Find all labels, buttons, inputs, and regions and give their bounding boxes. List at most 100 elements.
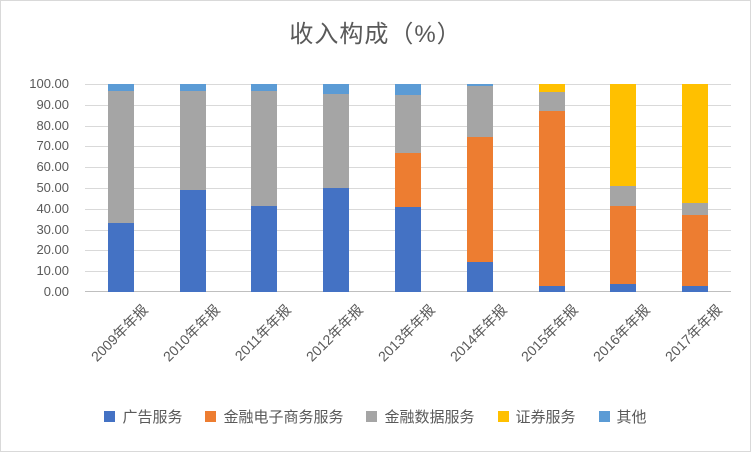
bar-column-2012 — [300, 84, 372, 292]
bar-2015-ad-services — [538, 285, 565, 292]
bar-2010-ad-services — [179, 190, 206, 292]
x-cell: 2013年年报 — [372, 295, 444, 383]
bar-2009 — [107, 84, 134, 292]
legend-swatch-other — [598, 410, 610, 422]
x-axis-label-2011: 2011年年报 — [231, 301, 295, 364]
bar-2015-financial-ecommerce-services — [538, 111, 565, 286]
y-tick-label: 60.00 — [36, 159, 69, 175]
legend-swatch-securities-services — [497, 410, 509, 422]
bar-2012-ad-services — [323, 188, 350, 292]
legend-label-other: 其他 — [616, 408, 647, 426]
bar-series-area — [85, 84, 731, 292]
bar-2010-other — [179, 84, 206, 92]
x-cell: 2010年年报 — [157, 295, 229, 383]
bar-2009-ad-services — [107, 223, 134, 292]
bar-2009-other — [107, 84, 134, 92]
x-axis-label-2016: 2016年年报 — [590, 301, 654, 365]
bar-2014-ad-services — [466, 261, 493, 292]
x-cell: 2014年年报 — [444, 295, 516, 383]
bar-2012 — [323, 84, 350, 292]
legend-label-financial-ecommerce-services: 金融电子商务服务 — [223, 408, 344, 426]
y-axis-labels: 0.00 10.00 20.00 30.00 40.00 50.00 60.00 70.00 8… — [1, 76, 75, 299]
x-axis-label-2013: 2013年年报 — [374, 301, 438, 365]
bar-column-2014 — [444, 84, 516, 292]
bar-2011-financial-data-services — [251, 91, 278, 206]
bar-2011-ad-services — [251, 205, 278, 292]
legend-item-ad-services: 广告服务 — [104, 406, 182, 427]
bar-2017-financial-ecommerce-services — [682, 215, 709, 286]
x-cell: 2017年年报 — [659, 295, 731, 383]
x-cell: 2016年年报 — [587, 295, 659, 383]
bar-2015-financial-data-services — [538, 92, 565, 112]
bar-2013 — [395, 84, 422, 292]
bar-2015 — [538, 84, 565, 292]
bar-2016 — [610, 84, 637, 292]
bar-column-2016 — [587, 84, 659, 292]
y-tick-label: 40.00 — [36, 200, 69, 216]
x-cell: 2012年年报 — [300, 295, 372, 383]
legend-label-securities-services: 证券服务 — [515, 408, 576, 426]
bar-2011-other — [251, 84, 278, 92]
y-tick-label: 90.00 — [36, 96, 69, 112]
bar-2010 — [179, 84, 206, 292]
legend-item-securities-services: 证券服务 — [497, 406, 576, 427]
bar-2012-financial-data-services — [323, 94, 350, 188]
y-tick-label: 100.00 — [29, 76, 69, 91]
bar-2011 — [251, 84, 278, 292]
legend-item-other: 其他 — [598, 406, 647, 427]
y-tick-label: 80.00 — [36, 117, 69, 133]
y-tick-label: 30.00 — [36, 221, 69, 237]
legend-label-ad-services: 广告服务 — [122, 408, 183, 426]
legend-item-financial-ecommerce-services: 金融电子商务服务 — [205, 406, 343, 427]
bar-2014 — [466, 84, 493, 292]
bar-2016-ad-services — [610, 283, 637, 292]
y-tick-label: 10.00 — [36, 263, 69, 279]
bar-2016-financial-ecommerce-services — [610, 205, 637, 284]
x-axis-label-2010: 2010年年报 — [159, 301, 223, 365]
x-axis-label-2017: 2017年年报 — [661, 301, 725, 365]
x-cell: 2011年年报 — [229, 295, 301, 383]
legend-swatch-financial-ecommerce-services — [205, 410, 217, 422]
bar-2014-financial-data-services — [466, 86, 493, 138]
legend-swatch-ad-services — [104, 410, 116, 422]
bar-2017 — [682, 84, 709, 292]
bar-2016-financial-data-services — [610, 185, 637, 206]
plot-area — [85, 84, 731, 292]
bar-column-2015 — [516, 84, 588, 292]
bar-2017-financial-data-services — [682, 202, 709, 216]
legend-label-financial-data-services: 金融数据服务 — [384, 408, 475, 426]
legend-swatch-financial-data-services — [366, 410, 378, 422]
bar-column-2013 — [372, 84, 444, 292]
chart-title: 收入构成（%） — [289, 21, 462, 48]
legend-item-financial-data-services: 金融数据服务 — [366, 406, 475, 427]
bar-2013-ad-services — [395, 206, 422, 292]
bar-2016-securities-services — [610, 84, 637, 186]
bar-2012-other — [323, 84, 350, 95]
bar-2014-other — [466, 84, 493, 87]
x-axis-labels: 2009年年报 2010年年报 2011年年报 2012年年报 2013年年报 2014年… — [85, 295, 731, 383]
x-axis-label-2015: 2015年年报 — [518, 301, 582, 365]
bar-2017-securities-services — [682, 84, 709, 203]
x-cell: 2015年年报 — [516, 295, 588, 383]
y-tick-label: 70.00 — [36, 138, 69, 154]
x-axis-label-2012: 2012年年报 — [302, 301, 366, 365]
bar-2013-financial-ecommerce-services — [395, 152, 422, 207]
bar-2013-other — [395, 84, 422, 96]
bar-2013-financial-data-services — [395, 95, 422, 153]
y-tick-label: 50.00 — [36, 180, 69, 195]
bar-2017-ad-services — [682, 285, 709, 292]
x-cell: 2009年年报 — [85, 295, 157, 383]
bar-2010-financial-data-services — [179, 91, 206, 191]
x-axis-label-2014: 2014年年报 — [446, 301, 510, 365]
bar-2015-securities-services — [538, 84, 565, 93]
y-tick-label: 0.00 — [43, 284, 69, 299]
legend: 广告服务 金融电子商务服务 金融数据服务 证券服务 其他 — [1, 404, 750, 428]
bar-column-2009 — [85, 84, 157, 292]
bar-column-2011 — [229, 84, 301, 292]
bar-2009-financial-data-services — [107, 91, 134, 224]
y-tick-label: 20.00 — [36, 242, 69, 258]
bar-2014-financial-ecommerce-services — [466, 137, 493, 262]
bar-column-2010 — [157, 84, 229, 292]
x-axis-label-2009: 2009年年报 — [87, 301, 151, 365]
